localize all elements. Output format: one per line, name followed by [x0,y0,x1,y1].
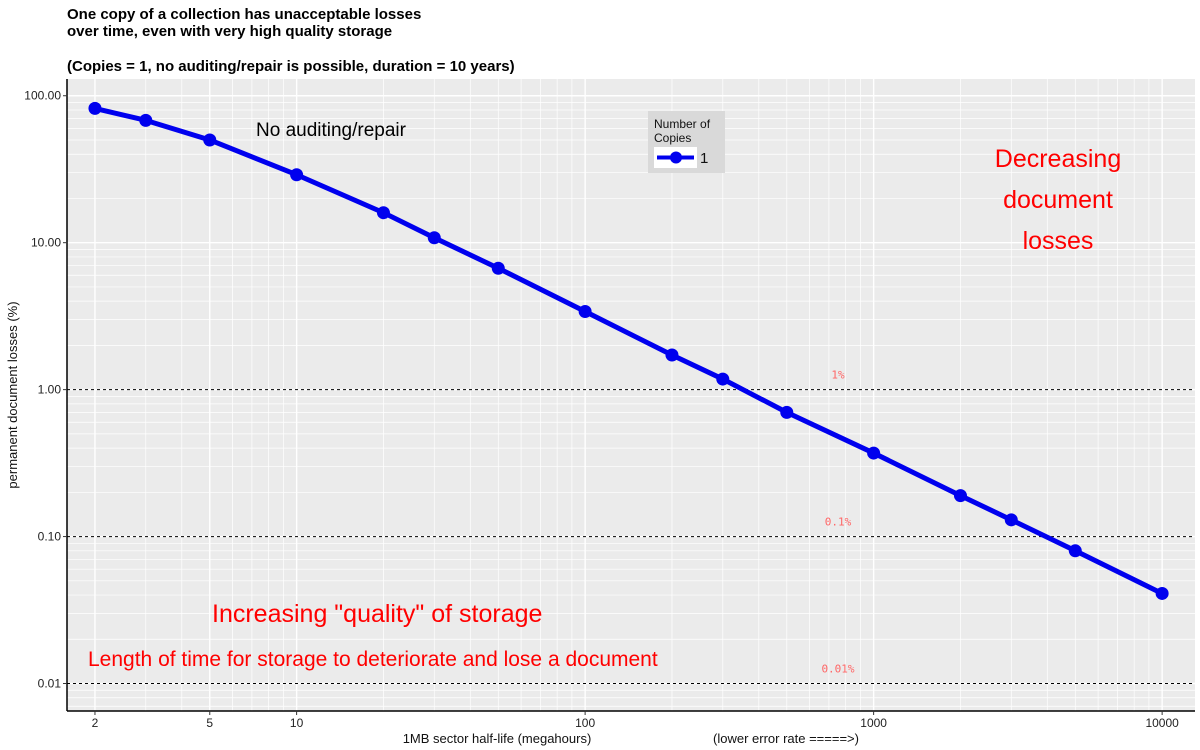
reference-line-label: 0.1% [825,516,852,529]
series-layer [88,101,1169,600]
x-tick-label: 10000 [1145,716,1179,730]
y-tick-label: 100.00 [24,89,61,103]
data-point [867,446,881,460]
x-axis-ticks: 2 5 10 100 1000 10000 [92,711,1179,730]
x-tick-label: 2 [92,716,99,730]
data-point [1155,586,1169,600]
x-tick-label: 1000 [860,716,887,730]
minor-gridlines [67,79,1195,711]
data-point [578,305,592,319]
data-point [139,113,153,127]
y-axis-ticks: 0.01 0.10 1.00 10.00 100.00 [24,89,67,691]
data-point [1004,513,1018,527]
x-axis-title: 1MB sector half-life (megahours) [403,731,592,746]
annotation-decreasing-3: losses [1023,227,1094,255]
data-point [88,101,102,115]
axes [66,79,1195,712]
data-point [665,348,679,362]
data-point [376,206,390,220]
annotation-decreasing-2: document [1003,186,1113,214]
data-point [953,489,967,503]
legend-key-marker [670,151,682,164]
data-point [780,405,794,419]
data-point [1068,544,1082,558]
plot-background [67,79,1195,711]
y-tick-label: 1.00 [38,383,62,397]
x-tick-label: 10 [290,716,304,730]
annotation-quality: Increasing "quality" of storage [212,600,542,628]
reference-line-label: 1% [831,369,845,382]
x-tick-label: 5 [206,716,213,730]
x-tick-label: 100 [575,716,595,730]
legend: Number of Copies 1 [648,111,725,173]
annotation-decreasing-1: Decreasing [995,145,1121,173]
data-point [427,231,441,245]
data-point [716,372,730,386]
legend-title-line-2: Copies [654,131,691,145]
reference-line-label: 0.01% [821,663,854,676]
y-tick-label: 10.00 [31,236,61,250]
y-axis-title: permanent document losses (%) [5,301,20,488]
annotation-time: Length of time for storage to deteriorat… [88,648,658,671]
legend-title-line-1: Number of [654,117,711,131]
legend-entry-1: 1 [700,150,708,167]
chart-title-line-2: over time, even with very high quality s… [67,23,393,40]
data-point [203,133,217,147]
y-tick-label: 0.01 [38,677,62,691]
y-tick-label: 0.10 [38,530,62,544]
data-point [491,261,505,275]
annotation-no-repair: No auditing/repair [256,120,407,141]
data-point [290,168,304,182]
chart-subtitle: (Copies = 1, no auditing/repair is possi… [67,58,515,75]
reference-lines: 1% 0.1% 0.01% [67,369,1195,685]
x-axis-note: (lower error rate =====>) [713,731,859,746]
series-line [92,105,1165,596]
chart-title-line-1: One copy of a collection has unacceptabl… [67,6,422,23]
